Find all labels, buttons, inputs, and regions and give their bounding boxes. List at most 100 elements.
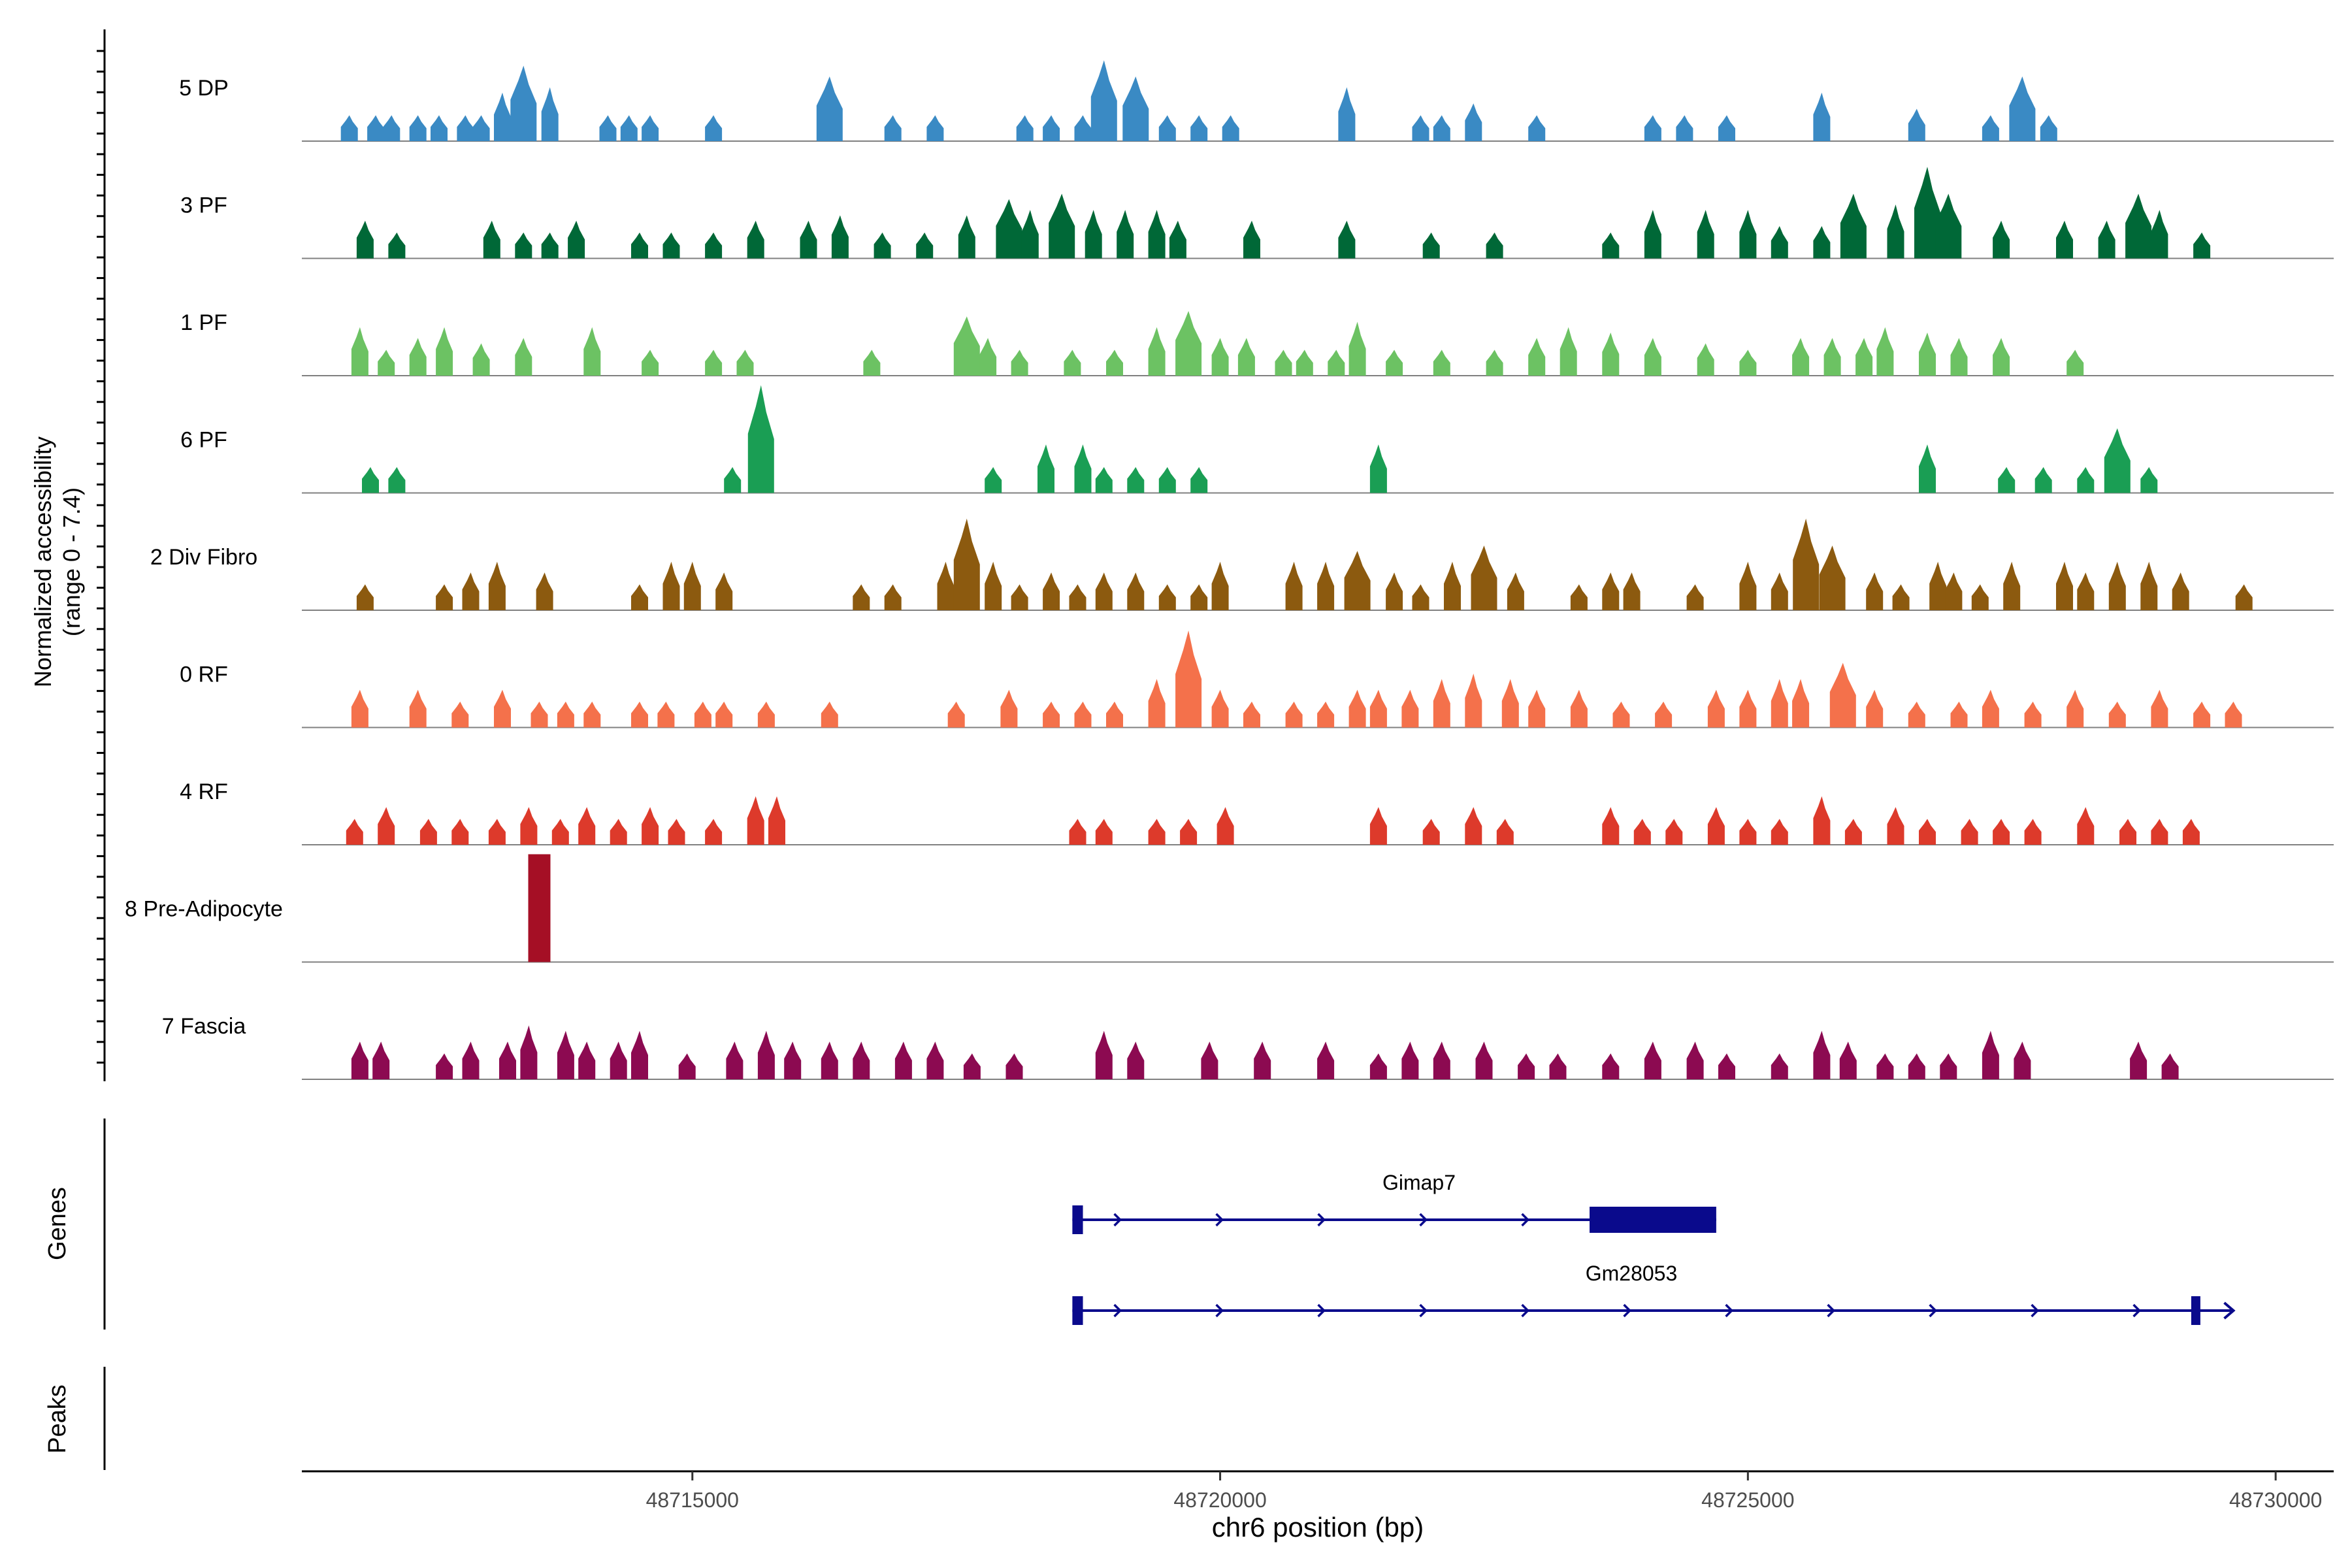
coverage-peak: [557, 701, 574, 728]
coverage-peak: [2034, 466, 2052, 493]
coverage-peak: [1982, 1030, 1999, 1079]
coverage-peak: [1433, 350, 1450, 376]
coverage-peak: [488, 819, 506, 845]
track-label: 5 DP: [179, 76, 229, 101]
coverage-peak: [2066, 689, 2084, 728]
coverage-peak: [1549, 1053, 1567, 1079]
coverage-peak: [1950, 701, 1968, 728]
coverage-peak: [1465, 103, 1482, 141]
coverage-peak: [1348, 321, 1366, 376]
coverage-peak: [1887, 204, 1904, 259]
strand-arrow: [1725, 1303, 1734, 1318]
y-axis-title-line1: Normalized accessibility: [29, 436, 56, 687]
coverage-peak: [462, 1041, 480, 1079]
coverage-peak: [520, 807, 538, 845]
coverage-peak: [1644, 210, 1661, 259]
strand-arrow: [1215, 1303, 1224, 1318]
coverage-peak: [631, 232, 648, 259]
track-label: 2 Div Fibro: [150, 545, 257, 570]
coverage-peak: [631, 584, 648, 610]
coverage-peak: [662, 232, 680, 259]
strand-arrow: [1521, 1213, 1530, 1227]
coverage-peak: [1919, 444, 1936, 493]
coverage-peak: [1866, 572, 1884, 610]
coverage-peak: [340, 115, 358, 141]
coverage-peak: [515, 338, 532, 376]
coverage-peak: [705, 819, 723, 845]
gene-Gimap7: Gimap7: [1072, 1171, 1716, 1234]
coverage-peak: [958, 215, 975, 259]
coverage-peak: [1771, 819, 1788, 845]
coverage-peak: [1422, 232, 1440, 259]
coverage-peak: [1005, 1053, 1023, 1079]
coverage-peak: [1175, 630, 1202, 728]
coverage-peak: [705, 115, 723, 141]
coverage-peak: [1243, 220, 1260, 259]
coverage-peak: [515, 232, 532, 259]
coverage-peak: [1686, 1041, 1704, 1079]
coverage-peak: [472, 115, 490, 141]
coverage-peak: [2024, 819, 2042, 845]
coverage-peak: [1338, 220, 1356, 259]
coverage-peak: [747, 220, 764, 259]
coverage-peak: [578, 807, 596, 845]
coverage-peak: [1819, 546, 1846, 610]
coverage-peak: [2014, 1041, 2031, 1079]
coverage-peak: [1507, 572, 1524, 610]
x-axis-tick-label: 48725000: [1701, 1488, 1794, 1512]
coverage-peak: [409, 689, 427, 728]
coverage-peak: [436, 1053, 453, 1079]
coverage-peak: [694, 701, 711, 728]
strand-arrow: [1623, 1303, 1632, 1318]
coverage-peak: [378, 350, 395, 376]
track-label: 1 PF: [180, 310, 227, 335]
coverage-peak: [1475, 1041, 1493, 1079]
coverage-peak: [2108, 561, 2126, 610]
coverage-peak: [1106, 350, 1123, 376]
coverage-peak: [947, 701, 965, 728]
coverage-peak: [1180, 819, 1198, 845]
coverage-peak: [2009, 76, 2036, 141]
strand-arrow: [1215, 1213, 1224, 1227]
coverage-peak: [1348, 689, 1366, 728]
coverage-peak: [1016, 115, 1034, 141]
coverage-peak: [1090, 60, 1117, 141]
coverage-peak: [853, 1041, 870, 1079]
coverage-peak: [1148, 819, 1166, 845]
coverage-peak: [1085, 210, 1102, 259]
coverage-peak: [1496, 819, 1514, 845]
peaks-panel-label: Peaks: [44, 1384, 71, 1454]
coverage-peak: [568, 220, 585, 259]
coverage-peak: [1644, 1041, 1661, 1079]
coverage-peak: [1037, 444, 1054, 493]
coverage-peak: [757, 701, 775, 728]
coverage-peak: [1707, 807, 1725, 845]
coverage-peak: [953, 316, 980, 376]
coverage-peak: [2003, 561, 2021, 610]
coverage-peak: [2066, 350, 2084, 376]
coverage-peak: [436, 327, 453, 376]
coverage-peak: [1148, 327, 1166, 376]
coverage-peak: [1929, 561, 1947, 610]
coverage-peak: [2193, 232, 2211, 259]
coverage-peak: [2040, 115, 2057, 141]
coverage-peak: [1064, 350, 1081, 376]
coverage-peak: [1148, 679, 1166, 728]
track-label: 3 PF: [180, 193, 227, 218]
coverage-peak: [1892, 584, 1910, 610]
coverage-peak: [494, 92, 511, 141]
coverage-peak: [979, 338, 997, 376]
coverage-peak: [863, 350, 881, 376]
coverage-peak: [1697, 343, 1714, 376]
coverage-peak: [351, 1041, 368, 1079]
gene-label: Gimap7: [1382, 1171, 1456, 1194]
coverage-peak: [1412, 115, 1429, 141]
coverage-peak: [1914, 167, 1940, 259]
coverage-peak: [483, 220, 500, 259]
coverage-peak: [726, 1041, 743, 1079]
x-axis-tick-label: 48730000: [2229, 1488, 2322, 1512]
coverage-peak: [894, 1041, 912, 1079]
coverage-peak: [657, 701, 675, 728]
coverage-peak: [1771, 226, 1788, 259]
coverage-peak: [1908, 701, 1925, 728]
